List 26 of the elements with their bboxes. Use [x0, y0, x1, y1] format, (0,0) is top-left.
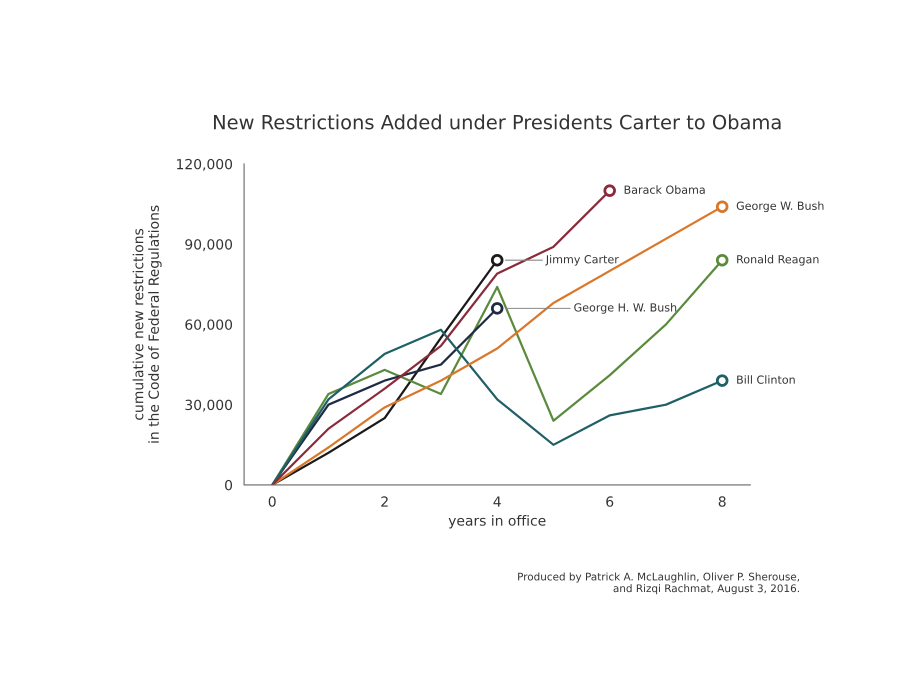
y-tick-label: 60,000 [185, 319, 232, 332]
x-tick-label: 4 [493, 496, 501, 507]
y-tick-label: 30,000 [185, 400, 232, 412]
series-label: Bill Clinton [737, 375, 795, 384]
series-label: George W. Bush [736, 201, 824, 212]
x-tick-label: 0 [268, 496, 276, 507]
x-tick-label: 2 [381, 496, 388, 507]
point [490, 302, 504, 315]
point [716, 200, 728, 213]
point [716, 254, 728, 266]
y-tick-label: 90,000 [185, 239, 232, 252]
point [603, 184, 616, 197]
text: Produced by Patrick A. McLaughlin, Oliver P. Sherouse, and Rizqi Rachmat, August 3, 2016. [518, 572, 800, 594]
y-tick-label: 120,000 [177, 158, 232, 171]
x-tick-label: 8 [718, 496, 726, 507]
text: George H. W. Bush [574, 303, 676, 314]
point [716, 374, 728, 387]
x-axis-title: years in office [448, 515, 546, 528]
x-tick-label: 6 [606, 496, 614, 507]
series-label: Barack Obama [624, 185, 705, 194]
y-tick-label: 0 [225, 480, 232, 490]
y-axis-title: cumulative new restrictions in the Code of Federal Regulations [132, 206, 162, 443]
point [490, 254, 504, 266]
series-label: Ronald Reagan [737, 254, 818, 266]
chart-title: New Restrictions Added under Presidents Carter to Obama [214, 114, 781, 130]
text: Jimmy Carter [545, 254, 619, 266]
